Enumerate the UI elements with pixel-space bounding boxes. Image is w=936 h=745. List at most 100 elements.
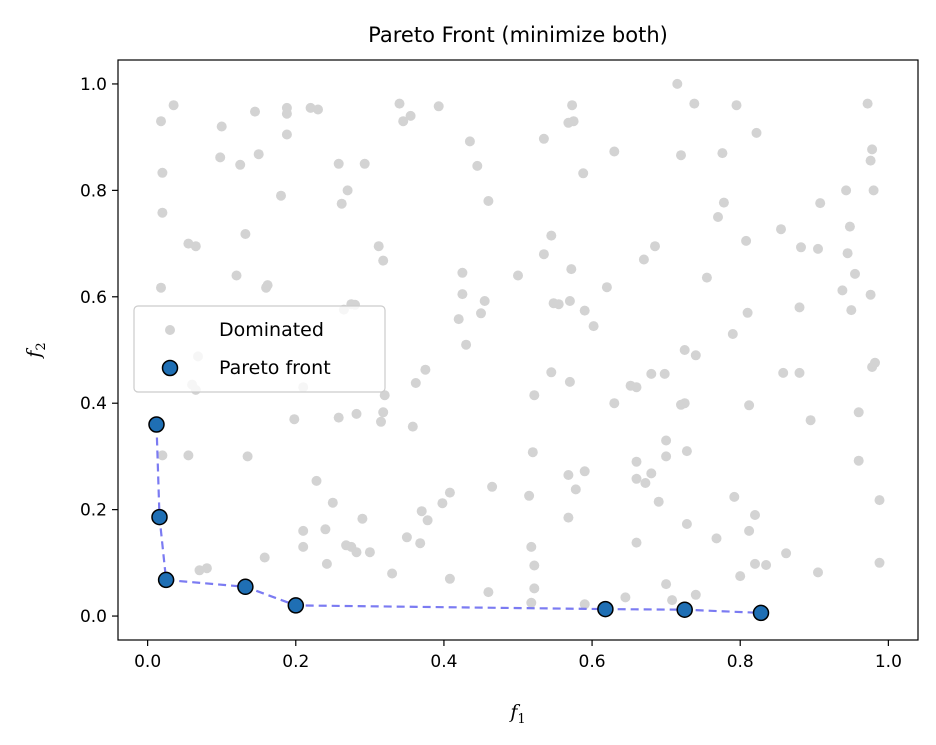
dominated-point [538, 249, 549, 260]
x-axis-ticks: 0.0 0.2 0.4 0.6 0.8 1.0 [134, 640, 902, 672]
dominated-point [524, 490, 535, 501]
dominated-point [563, 470, 574, 480]
dominated-point [631, 382, 642, 393]
dominated-point [376, 416, 386, 427]
dominated-point [235, 159, 246, 170]
dominated-point [387, 568, 398, 579]
dominated-point [415, 538, 426, 549]
dominated-point [168, 100, 179, 111]
dominated-point [529, 583, 540, 594]
dominated-point [815, 198, 826, 209]
dominated-point [183, 450, 194, 461]
dominated-point [250, 106, 260, 117]
dominated-point [750, 558, 760, 569]
dominated-point [546, 230, 557, 241]
y-axis-ticks: 0.0 0.2 0.4 0.6 0.8 1.0 [80, 75, 118, 627]
dominated-point [379, 390, 390, 401]
dominated-point [407, 421, 418, 432]
pareto-front-polyline [155, 424, 762, 614]
dominated-point [357, 513, 368, 524]
x-tick-label: 0.0 [134, 652, 161, 672]
dominated-point [865, 155, 876, 166]
dominated-point [563, 512, 574, 523]
pareto-point [148, 416, 165, 433]
dominated-point [620, 592, 631, 603]
dominated-point [653, 496, 664, 507]
dominated-point [842, 248, 853, 259]
dominated-point [351, 408, 362, 419]
dominated-point [650, 241, 660, 252]
dominated-point [853, 407, 864, 418]
dominated-point [401, 532, 412, 543]
dominated-point [844, 221, 855, 232]
dominated-point [444, 573, 455, 584]
dominated-point [538, 133, 549, 144]
dominated-point [336, 198, 347, 209]
dominated-point [646, 368, 657, 379]
dominated-point [405, 110, 416, 121]
dominated-point [215, 152, 226, 163]
dominated-point [841, 185, 852, 196]
dominated-point [717, 148, 728, 159]
dominated-point [281, 129, 292, 140]
dominated-point [156, 116, 166, 127]
dominated-point [568, 116, 579, 127]
dominated-point [631, 537, 642, 548]
dominated-point [479, 296, 490, 306]
dominated-point [320, 524, 331, 535]
dominated-point [483, 196, 494, 206]
y-tick-label: 1.0 [80, 75, 107, 95]
dominated-point [778, 367, 789, 378]
x-tick-label: 0.8 [727, 652, 754, 672]
dominated-point [631, 473, 642, 484]
x-tick-label: 0.4 [430, 652, 457, 672]
dominated-point [457, 289, 468, 300]
x-axis-label-sub: 1 [517, 712, 525, 727]
y-axis-label-sub: 2 [34, 342, 49, 350]
dominated-point [862, 98, 873, 109]
dominated-point [422, 515, 433, 526]
plot-area-frame [117, 59, 919, 641]
dominated-point [865, 289, 876, 300]
dominated-point [867, 144, 878, 155]
dominated-point [394, 98, 405, 109]
dominated-point [487, 481, 498, 492]
dominated-point [240, 229, 251, 239]
dominated-point [837, 285, 848, 296]
dominated-point [874, 557, 885, 568]
legend-box [133, 305, 386, 393]
dominated-point [564, 296, 575, 306]
dominated-point [631, 456, 642, 467]
dominated-point [157, 450, 168, 461]
x-tick-label: 0.6 [579, 652, 606, 672]
dominated-point [472, 160, 483, 171]
dominated-point [735, 571, 746, 582]
dominated-point [526, 541, 537, 552]
pareto-front-line [155, 424, 762, 614]
dominated-point [553, 299, 564, 310]
dominated-point [333, 158, 344, 169]
pareto-front-points [148, 416, 770, 622]
dominated-point [853, 455, 864, 466]
pareto-point [157, 571, 175, 589]
dominated-point [679, 398, 690, 409]
dominated-point [190, 241, 201, 252]
dominated-point [289, 414, 300, 425]
dominated-point [661, 435, 672, 446]
dominated-point [640, 478, 651, 488]
dominated-point [646, 468, 657, 479]
dominated-point [781, 548, 792, 559]
dominated-point [609, 146, 620, 157]
dominated-point [813, 567, 823, 578]
dominated-point [578, 168, 589, 179]
legend: Dominated Pareto front [133, 305, 386, 393]
dominated-point [870, 357, 880, 368]
dominated-point [579, 466, 590, 477]
dominated-points [156, 78, 885, 610]
dominated-point [359, 158, 370, 169]
dominated-point [313, 104, 323, 115]
dominated-point [868, 185, 879, 196]
pareto-point [597, 600, 614, 618]
dominated-point [416, 506, 427, 517]
